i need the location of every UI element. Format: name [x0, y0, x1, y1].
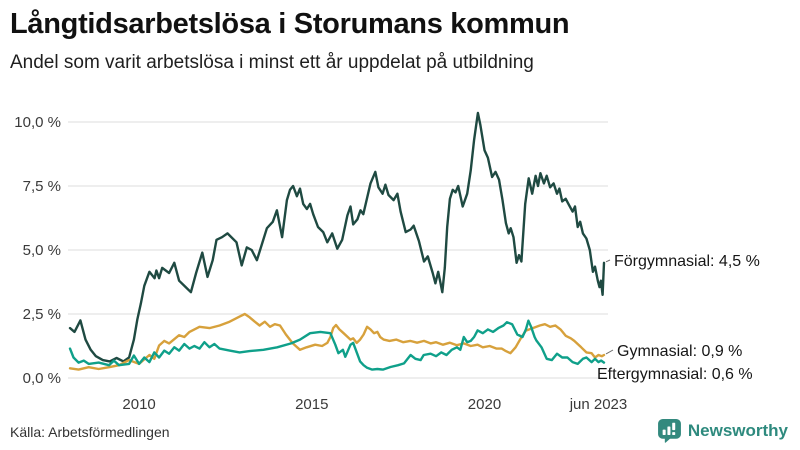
- series-label-forgymnasial: Förgymnasial: 4,5 %: [614, 253, 760, 270]
- x-tick-label: 2015: [295, 396, 328, 413]
- series-label-gymnasial: Gymnasial: 0,9 %: [617, 343, 742, 360]
- series-line-forgymnasial: [68, 111, 606, 363]
- y-tick-label: 2,5 %: [23, 306, 61, 323]
- y-tick-label: 10,0 %: [14, 114, 61, 131]
- page-subtitle: Andel som varit arbetslösa i minst ett å…: [10, 52, 534, 73]
- leader-line-gymnasial: [605, 349, 614, 355]
- x-tick-label: 2020: [468, 396, 501, 413]
- x-tick-label: jun 2023: [569, 396, 628, 413]
- y-tick-label: 5,0 %: [23, 242, 61, 259]
- leader-line-forgymnasial: [605, 259, 611, 263]
- page-title: Långtidsarbetslösa i Storumans kommun: [10, 8, 570, 40]
- series-line-eftergymnasial: [68, 319, 606, 371]
- newsworthy-icon: [657, 419, 681, 443]
- y-tick-label: 0,0 %: [23, 370, 61, 387]
- source-note: Källa: Arbetsförmedlingen: [10, 424, 170, 440]
- newsworthy-logo[interactable]: Newsworthy: [657, 418, 788, 444]
- series-label-eftergymnasial: Eftergymnasial: 0,6 %: [597, 366, 753, 383]
- y-tick-label: 7,5 %: [23, 178, 61, 195]
- newsworthy-wordmark: Newsworthy: [687, 421, 788, 440]
- x-tick-label: 2010: [122, 396, 155, 413]
